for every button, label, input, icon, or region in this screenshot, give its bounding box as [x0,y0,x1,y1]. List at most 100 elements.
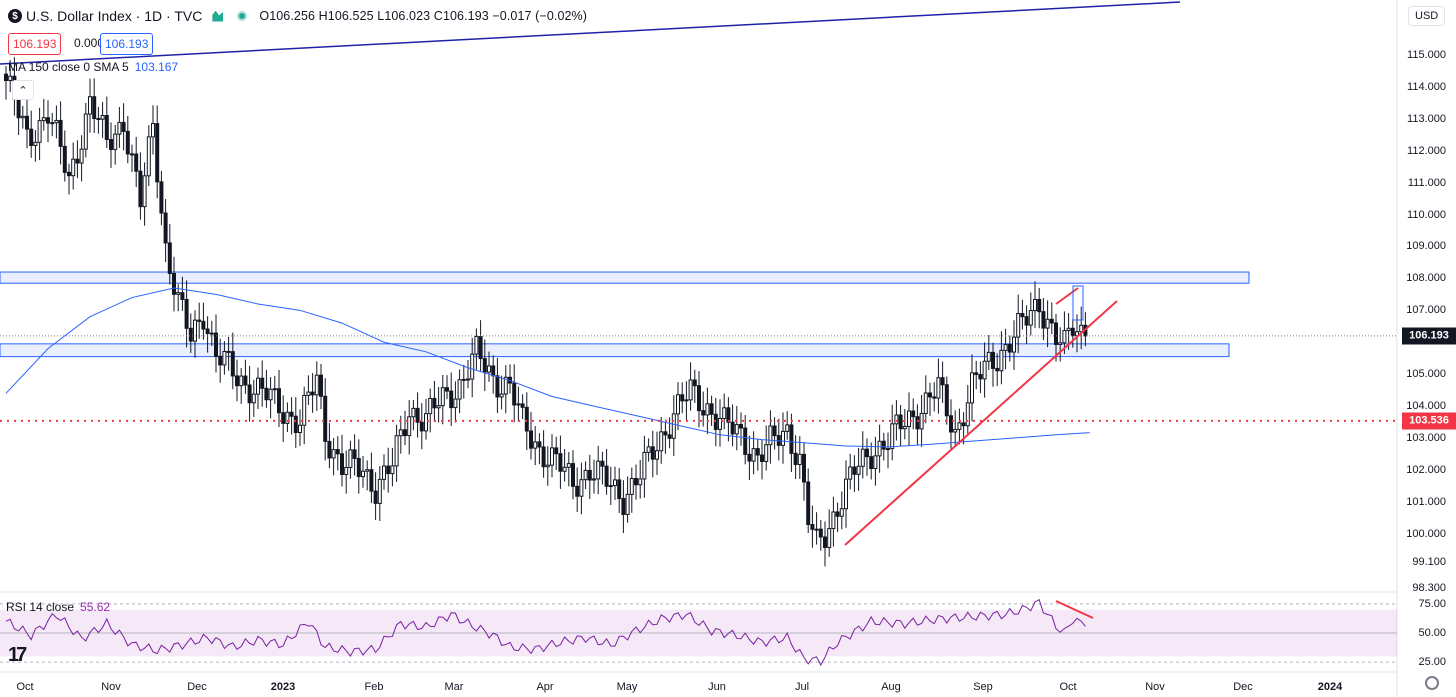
candle-body [1062,330,1067,344]
price-tick-label: 114.000 [1407,80,1446,93]
ma-legend-value: 103.167 [134,60,179,74]
candle-body [772,425,777,437]
candle-body [734,424,739,435]
candle-body [58,119,63,147]
candle-body [155,123,160,183]
candle-body [214,332,218,357]
rsi-legend-label: RSI 14 close [6,600,75,614]
candle-body [755,448,760,456]
time-tick-label: May [616,681,638,693]
candle-body [915,416,920,430]
candle-body [587,469,592,481]
candle-body [197,319,202,322]
candle-body [134,153,139,172]
candle-body [239,375,244,387]
price-tick-label: 100.000 [1406,527,1446,540]
candle-body [680,394,685,402]
candle-body [865,448,869,458]
candle-body [247,384,252,404]
price-tick-label: 111.000 [1407,176,1446,189]
candle-body [1079,324,1084,333]
candle-body [71,158,76,177]
candle-body [1028,310,1033,326]
candle-body [936,377,941,399]
candle-body [558,453,563,472]
candle-body [264,387,269,401]
candle-body [453,398,458,409]
candle-body [445,387,449,392]
candle-body [999,349,1004,372]
candle-body [352,449,357,459]
candle-body [272,388,277,391]
market-status-icon[interactable] [237,11,248,21]
settings-gear-icon[interactable] [1425,676,1439,690]
candle-body [911,410,916,418]
top-divergence-line [1055,287,1079,305]
candle-body [923,392,928,414]
candle-body [503,376,508,395]
candle-body [491,365,496,377]
candle-body [449,390,454,409]
candle-body [709,403,714,415]
candle-body [869,456,874,469]
sr-zone [0,271,1250,284]
candle-body [222,350,227,366]
candle-body [848,466,853,480]
candle-body [298,424,302,434]
candle-body [554,447,559,455]
candle-body [529,430,533,449]
candle-body [718,417,722,430]
price-tick-label: 113.000 [1407,112,1446,125]
candle-body [1045,318,1050,329]
candle-body [768,425,773,446]
candle-body [184,298,189,329]
candle-body [365,469,370,472]
currency-selector[interactable]: USD [1408,6,1446,26]
candle-body [642,451,647,480]
rsi-legend[interactable]: RSI 14 close 55.62 [6,600,110,614]
uptrend-line [844,300,1118,546]
candle-body [50,122,55,125]
candle-body [789,424,794,454]
time-tick-label: Dec [1233,681,1253,693]
candle-body [890,423,895,450]
candle-body [172,272,176,295]
symbol-title[interactable]: U.S. Dollar Index · 1D · TVC [26,8,203,24]
rsi-line [5,598,1086,667]
candle-body [1012,336,1016,353]
candle-body [949,415,953,433]
candle-body [1058,342,1063,345]
candle-body [676,394,680,415]
candle-body [747,453,752,462]
candle-body [277,388,281,414]
ma-legend[interactable]: MA 150 close 0 SMA 5 103.167 [8,60,178,74]
candle-body [806,481,811,526]
candle-body [827,528,832,548]
candle-body [193,319,197,342]
time-tick-label: Nov [101,681,121,693]
candle-body [919,412,924,430]
candle-body [638,478,643,486]
candle-body [512,382,517,406]
candle-body [440,387,445,407]
candle-body [373,490,378,504]
candle-body [667,434,672,439]
candle-body [319,374,323,397]
candle-body [646,446,651,453]
buy-price-button[interactable]: 106.193 [100,33,154,55]
candle-body [478,336,483,360]
sell-price-button[interactable]: 106.193 [8,33,62,55]
candle-body [743,427,748,455]
time-tick-label: Jul [794,681,810,693]
candle-body [873,455,878,469]
candle-body [394,435,399,467]
price-tick-label: 110.000 [1407,208,1446,221]
tradingview-logo-icon[interactable]: 17 [8,644,27,666]
chevron-up-icon[interactable]: ⌃ [12,80,34,100]
candle-body [965,402,970,427]
candle-body [797,453,802,465]
candle-body [356,457,361,478]
candle-body [571,463,575,487]
candle-body [793,452,798,465]
